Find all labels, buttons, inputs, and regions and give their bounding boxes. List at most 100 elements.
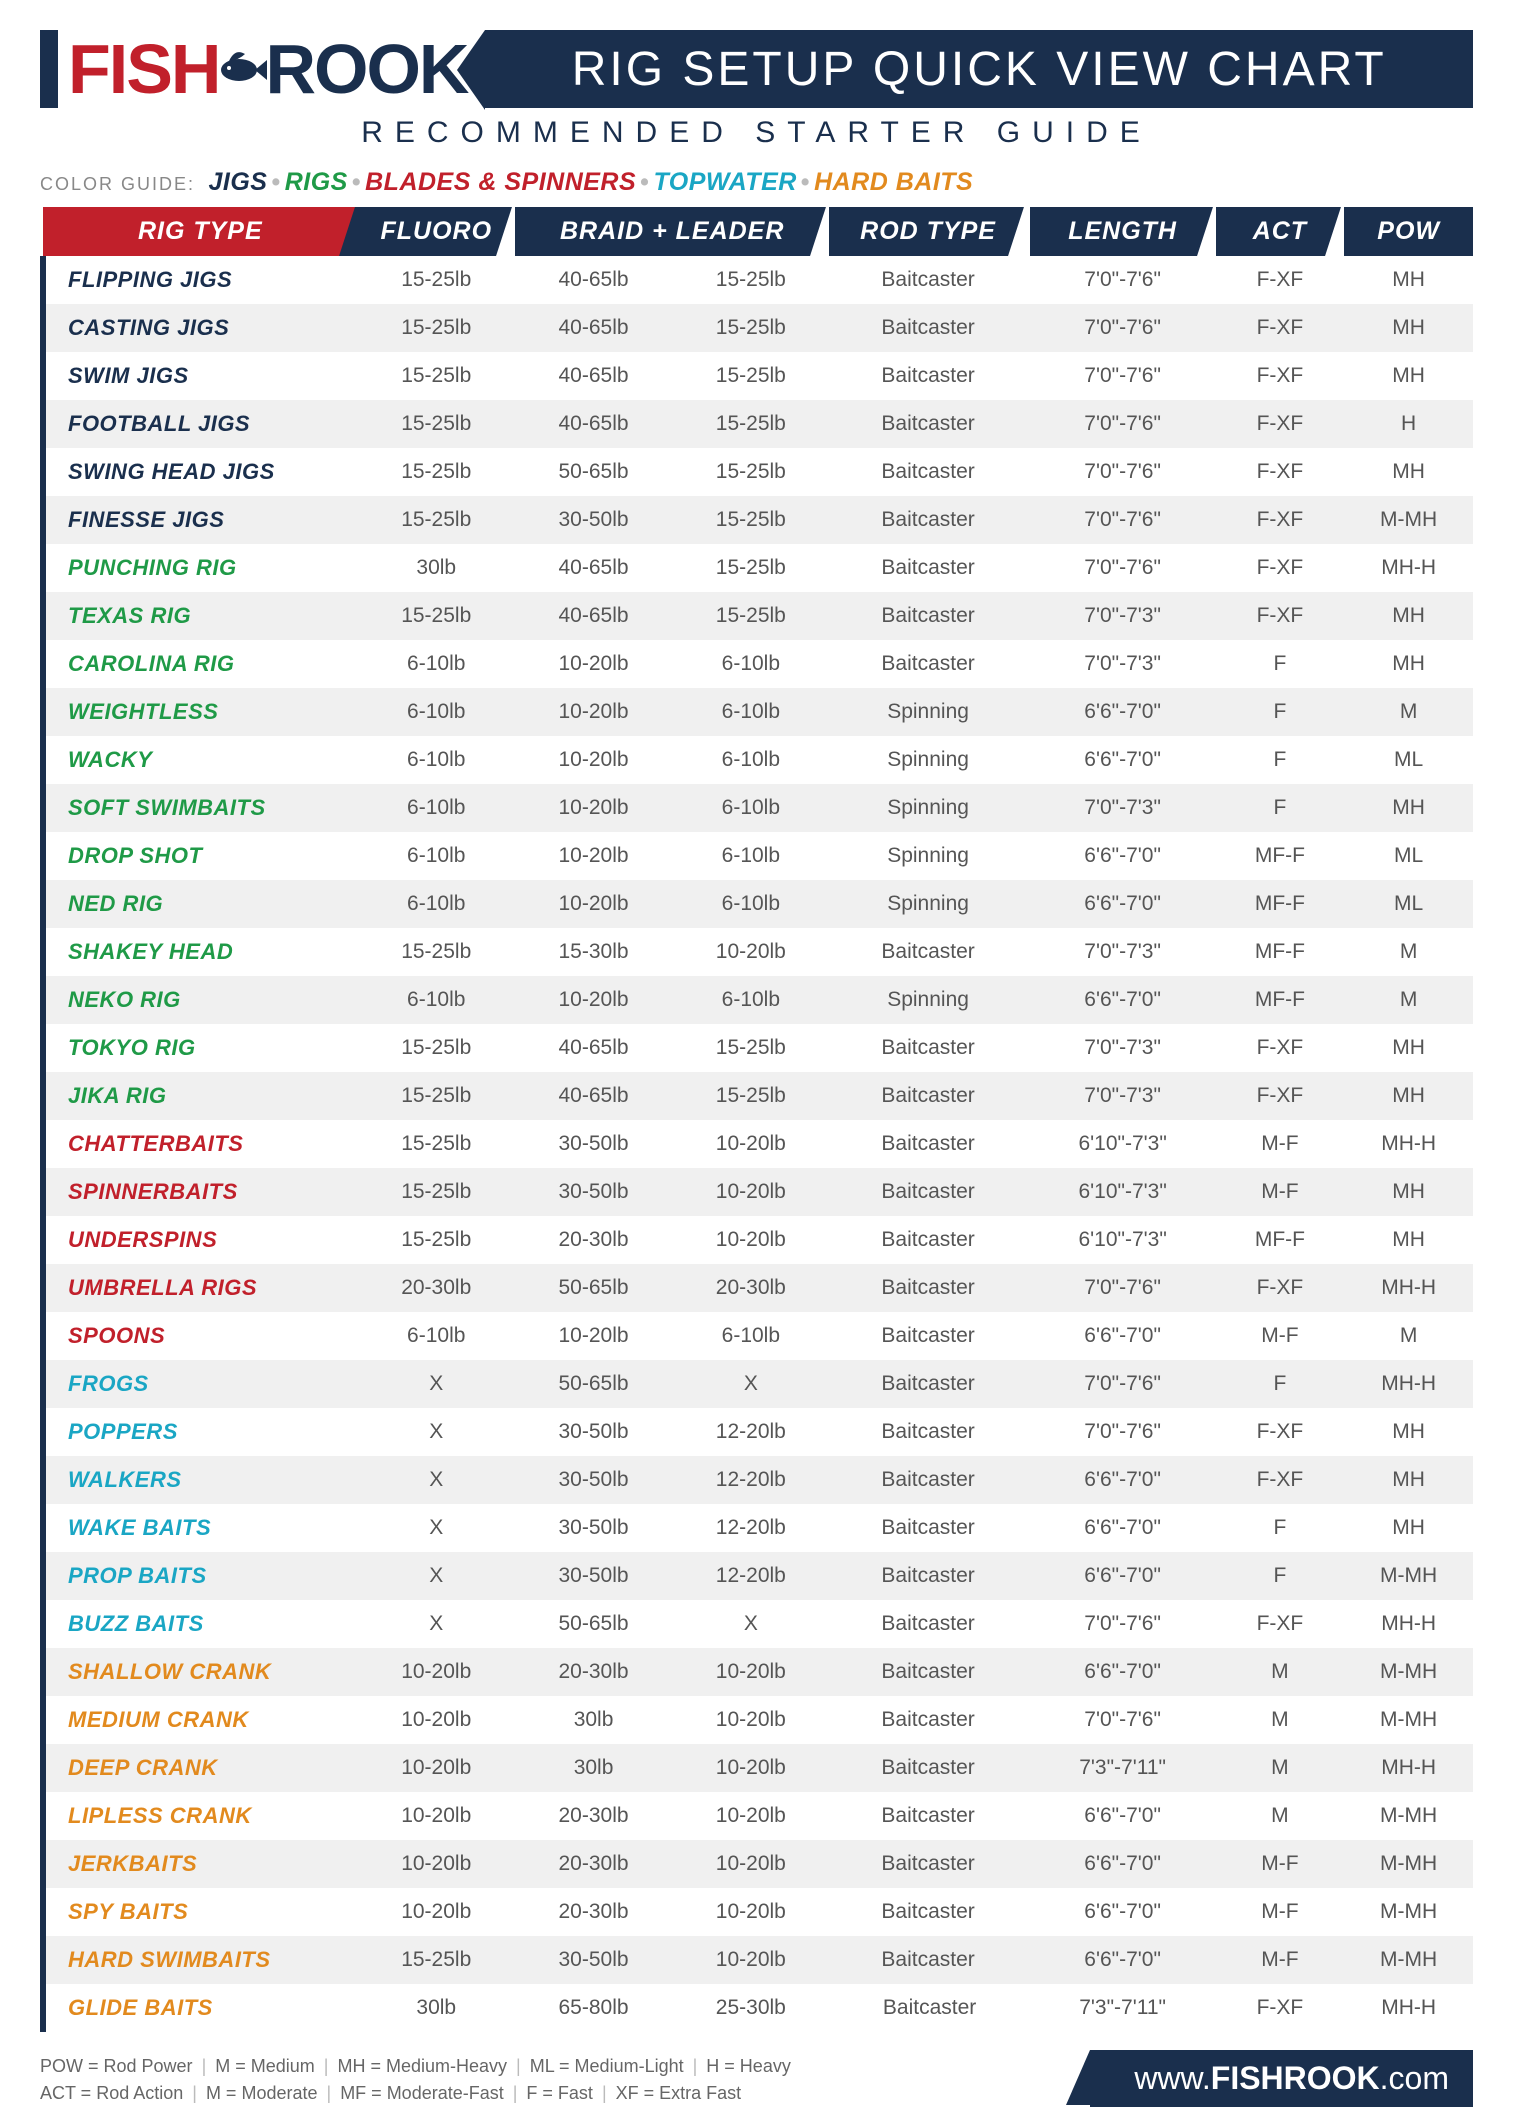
cell-len: 6'6"-7'0"	[1030, 1888, 1216, 1936]
cell-fluoro: 15-25lb	[358, 928, 515, 976]
cell-fluoro: 6-10lb	[358, 832, 515, 880]
cell-act: F-XF	[1216, 256, 1345, 304]
cell-len: 6'6"-7'0"	[1030, 1312, 1216, 1360]
website-url: www.FISHROOK.com	[1090, 2050, 1473, 2107]
color-guide-item: TOPWATER	[653, 168, 796, 196]
legend-item: MH = Medium-Heavy	[337, 2056, 507, 2076]
cell-pow: M-MH	[1344, 1696, 1473, 1744]
cell-rod: Baitcaster	[829, 1792, 1029, 1840]
cell-pow: M-MH	[1344, 1936, 1473, 1984]
cell-act: F	[1216, 736, 1345, 784]
cell-len: 6'6"-7'0"	[1030, 1504, 1216, 1552]
table-row: JERKBAITS10-20lb20-30lb10-20lbBaitcaster…	[43, 1840, 1473, 1888]
cell-name: CHATTERBAITS	[43, 1120, 358, 1168]
cell-act: F-XF	[1216, 496, 1345, 544]
cell-len: 6'6"-7'0"	[1030, 736, 1216, 784]
color-guide-item: HARD BAITS	[814, 168, 973, 196]
cell-rod: Baitcaster	[829, 1552, 1029, 1600]
cell-fluoro: 6-10lb	[358, 880, 515, 928]
cell-pow: M-MH	[1344, 1552, 1473, 1600]
legend-item: F = Fast	[526, 2083, 593, 2103]
table-row: SPY BAITS10-20lb20-30lb10-20lbBaitcaster…	[43, 1888, 1473, 1936]
cell-name: FINESSE JIGS	[43, 496, 358, 544]
cell-leader: 15-25lb	[672, 400, 829, 448]
fish-icon	[215, 40, 269, 99]
cell-fluoro: X	[358, 1408, 515, 1456]
cell-rod: Baitcaster	[829, 352, 1029, 400]
table-row: FROGSX50-65lbXBaitcaster7'0"-7'6"FMH-H	[43, 1360, 1473, 1408]
table-row: SWIM JIGS15-25lb40-65lb15-25lbBaitcaster…	[43, 352, 1473, 400]
cell-rod: Baitcaster	[829, 928, 1029, 976]
header: FISH ROOK RIG SETUP QUICK VIEW CHART	[40, 30, 1473, 108]
brand-logo: FISH ROOK	[40, 30, 467, 108]
cell-pow: MH-H	[1344, 1360, 1473, 1408]
cell-braid: 30lb	[515, 1744, 672, 1792]
table-row: TEXAS RIG15-25lb40-65lb15-25lbBaitcaster…	[43, 592, 1473, 640]
cell-fluoro: 10-20lb	[358, 1840, 515, 1888]
cell-len: 6'10"-7'3"	[1030, 1120, 1216, 1168]
col-braid-leader: BRAID + LEADER	[515, 207, 830, 256]
cell-len: 7'3"-7'11"	[1030, 1984, 1216, 2032]
cell-name: UNDERSPINS	[43, 1216, 358, 1264]
cell-braid: 10-20lb	[515, 832, 672, 880]
table-row: WALKERSX30-50lb12-20lbBaitcaster6'6"-7'0…	[43, 1456, 1473, 1504]
cell-rod: Baitcaster	[829, 400, 1029, 448]
cell-braid: 30-50lb	[515, 496, 672, 544]
table-row: CAROLINA RIG6-10lb10-20lb6-10lbBaitcaste…	[43, 640, 1473, 688]
cell-fluoro: 15-25lb	[358, 1936, 515, 1984]
cell-len: 7'0"-7'6"	[1030, 1408, 1216, 1456]
cell-act: M-F	[1216, 1120, 1345, 1168]
cell-fluoro: 6-10lb	[358, 640, 515, 688]
cell-braid: 20-30lb	[515, 1216, 672, 1264]
cell-leader: X	[672, 1600, 829, 1648]
cell-pow: MH	[1344, 1072, 1473, 1120]
cell-len: 6'6"-7'0"	[1030, 1936, 1216, 1984]
cell-leader: 20-30lb	[672, 1264, 829, 1312]
cell-name: CAROLINA RIG	[43, 640, 358, 688]
cell-leader: 10-20lb	[672, 1792, 829, 1840]
cell-name: POPPERS	[43, 1408, 358, 1456]
cell-name: SPOONS	[43, 1312, 358, 1360]
col-act: ACT	[1216, 207, 1345, 256]
cell-act: F-XF	[1216, 1600, 1345, 1648]
separator-dot: •	[801, 168, 810, 196]
table-row: WACKY6-10lb10-20lb6-10lbSpinning6'6"-7'0…	[43, 736, 1473, 784]
cell-pow: M	[1344, 1312, 1473, 1360]
cell-len: 7'0"-7'6"	[1030, 304, 1216, 352]
cell-braid: 30-50lb	[515, 1456, 672, 1504]
cell-act: F	[1216, 1360, 1345, 1408]
cell-name: CASTING JIGS	[43, 304, 358, 352]
cell-rod: Baitcaster	[829, 1696, 1029, 1744]
separator-dot: •	[640, 168, 649, 196]
cell-rod: Baitcaster	[829, 1024, 1029, 1072]
cell-name: DROP SHOT	[43, 832, 358, 880]
table-row: UMBRELLA RIGS20-30lb50-65lb20-30lbBaitca…	[43, 1264, 1473, 1312]
cell-pow: MH	[1344, 1168, 1473, 1216]
cell-braid: 30-50lb	[515, 1936, 672, 1984]
cell-braid: 10-20lb	[515, 736, 672, 784]
rig-table: RIG TYPE FLUORO BRAID + LEADER ROD TYPE …	[40, 207, 1473, 2032]
table-row: FOOTBALL JIGS15-25lb40-65lb15-25lbBaitca…	[43, 400, 1473, 448]
cell-braid: 40-65lb	[515, 352, 672, 400]
table-row: WEIGHTLESS6-10lb10-20lb6-10lbSpinning6'6…	[43, 688, 1473, 736]
cell-rod: Baitcaster	[829, 1312, 1029, 1360]
table-row: PROP BAITSX30-50lb12-20lbBaitcaster6'6"-…	[43, 1552, 1473, 1600]
color-guide-item: BLADES & SPINNERS	[365, 168, 636, 196]
cell-leader: 15-25lb	[672, 592, 829, 640]
cell-name: UMBRELLA RIGS	[43, 1264, 358, 1312]
cell-act: M	[1216, 1696, 1345, 1744]
cell-fluoro: 10-20lb	[358, 1696, 515, 1744]
cell-name: WACKY	[43, 736, 358, 784]
cell-fluoro: 15-25lb	[358, 256, 515, 304]
cell-pow: M-MH	[1344, 1888, 1473, 1936]
cell-len: 6'10"-7'3"	[1030, 1216, 1216, 1264]
cell-name: WAKE BAITS	[43, 1504, 358, 1552]
cell-len: 7'0"-7'6"	[1030, 496, 1216, 544]
cell-fluoro: 6-10lb	[358, 784, 515, 832]
cell-braid: 10-20lb	[515, 880, 672, 928]
cell-len: 6'6"-7'0"	[1030, 1840, 1216, 1888]
table-row: CHATTERBAITS15-25lb30-50lb10-20lbBaitcas…	[43, 1120, 1473, 1168]
cell-fluoro: 6-10lb	[358, 1312, 515, 1360]
cell-pow: M	[1344, 928, 1473, 976]
cell-leader: 15-25lb	[672, 1024, 829, 1072]
